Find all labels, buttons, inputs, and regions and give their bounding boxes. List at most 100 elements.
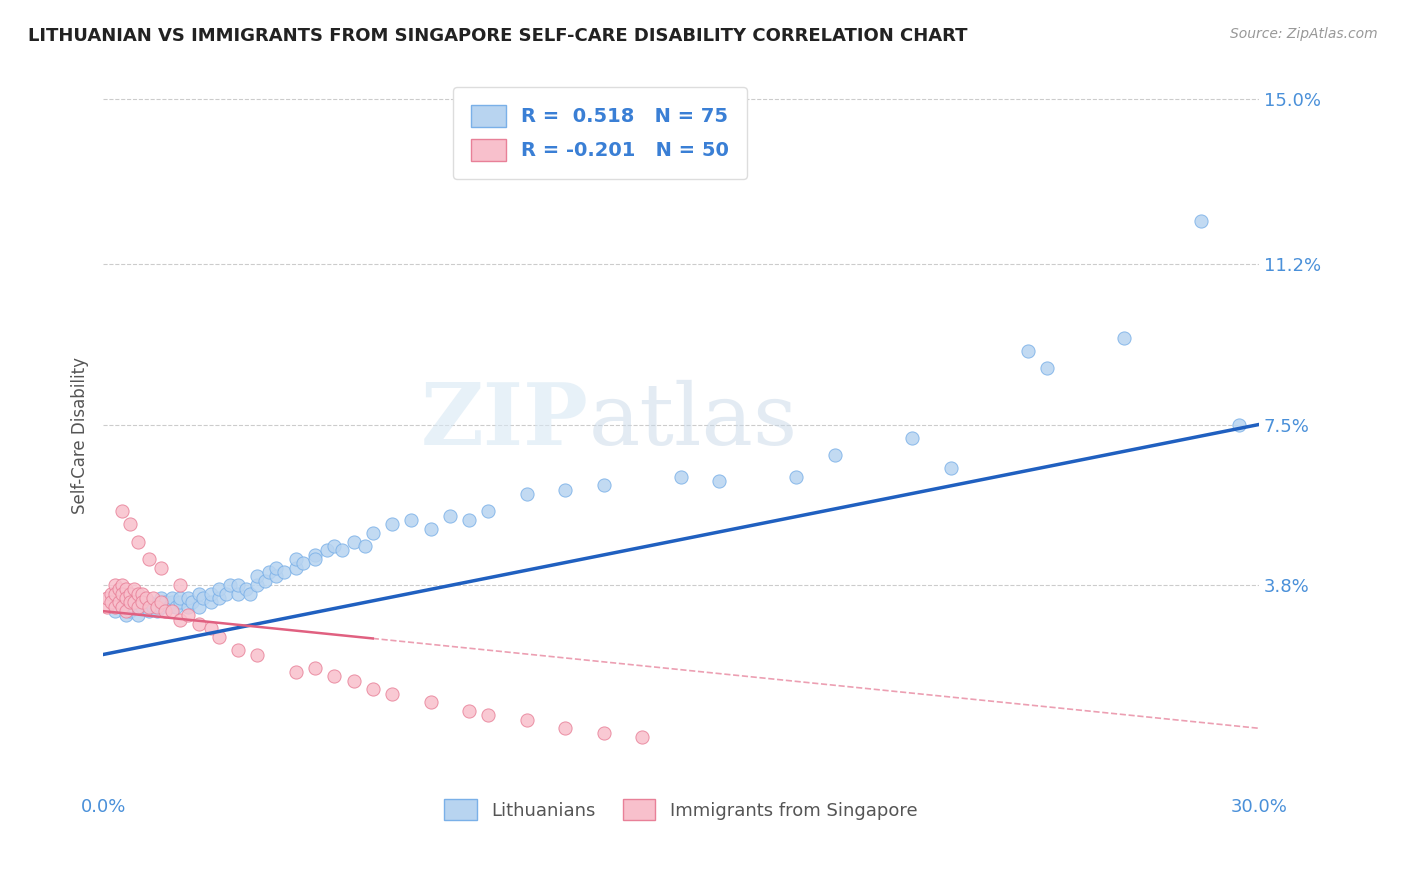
Text: Source: ZipAtlas.com: Source: ZipAtlas.com: [1230, 27, 1378, 41]
Point: [131, 595, 153, 609]
Point: [554, 483, 576, 497]
Point: [439, 508, 461, 523]
Point: [1036, 361, 1059, 376]
Point: [162, 591, 184, 606]
Point: [142, 591, 165, 606]
Point: [107, 582, 129, 597]
Point: [219, 578, 242, 592]
Point: [146, 599, 169, 614]
Point: [401, 513, 423, 527]
Point: [120, 604, 142, 618]
Point: [516, 713, 538, 727]
Point: [107, 595, 129, 609]
Point: [330, 543, 353, 558]
Point: [149, 560, 172, 574]
Point: [593, 725, 616, 739]
Point: [253, 574, 276, 588]
Point: [177, 608, 200, 623]
Point: [304, 660, 326, 674]
Point: [165, 599, 187, 614]
Point: [554, 721, 576, 735]
Point: [120, 595, 142, 609]
Point: [200, 595, 222, 609]
Point: [122, 582, 145, 597]
Point: [200, 587, 222, 601]
Point: [238, 587, 260, 601]
Point: [381, 517, 404, 532]
Point: [122, 595, 145, 609]
Point: [901, 431, 924, 445]
Point: [146, 604, 169, 618]
Point: [208, 582, 231, 597]
Point: [193, 591, 215, 606]
Point: [96, 591, 118, 606]
Point: [304, 548, 326, 562]
Point: [226, 587, 249, 601]
Point: [134, 591, 156, 606]
Point: [284, 560, 307, 574]
Point: [304, 552, 326, 566]
Point: [157, 599, 180, 614]
Point: [120, 517, 142, 532]
Point: [1017, 343, 1039, 358]
Point: [104, 604, 127, 618]
Point: [516, 487, 538, 501]
Point: [120, 587, 142, 601]
Point: [323, 669, 346, 683]
Point: [215, 587, 238, 601]
Point: [188, 599, 211, 614]
Point: [169, 591, 191, 606]
Point: [115, 608, 138, 623]
Point: [342, 673, 364, 688]
Point: [104, 587, 127, 601]
Point: [153, 604, 176, 618]
Point: [208, 630, 231, 644]
Point: [111, 578, 134, 592]
Point: [122, 599, 145, 614]
Point: [200, 622, 222, 636]
Point: [177, 591, 200, 606]
Point: [342, 534, 364, 549]
Point: [127, 599, 149, 614]
Point: [131, 591, 153, 606]
Point: [246, 578, 269, 592]
Point: [419, 695, 441, 709]
Point: [1229, 417, 1251, 432]
Point: [111, 504, 134, 518]
Point: [104, 599, 127, 614]
Text: LITHUANIAN VS IMMIGRANTS FROM SINGAPORE SELF-CARE DISABILITY CORRELATION CHART: LITHUANIAN VS IMMIGRANTS FROM SINGAPORE …: [28, 27, 967, 45]
Point: [115, 591, 138, 606]
Point: [235, 582, 257, 597]
Point: [104, 578, 127, 592]
Point: [127, 608, 149, 623]
Point: [169, 595, 191, 609]
Point: [96, 599, 118, 614]
Point: [381, 687, 404, 701]
Point: [149, 599, 172, 614]
Point: [115, 604, 138, 618]
Point: [284, 665, 307, 679]
Point: [100, 587, 122, 601]
Point: [180, 595, 202, 609]
Point: [226, 643, 249, 657]
Point: [115, 582, 138, 597]
Point: [111, 599, 134, 614]
Point: [292, 557, 315, 571]
Point: [149, 595, 172, 609]
Point: [208, 591, 231, 606]
Point: [177, 599, 200, 614]
Point: [111, 599, 134, 614]
Point: [361, 526, 384, 541]
Point: [257, 565, 280, 579]
Point: [458, 513, 481, 527]
Text: ZIP: ZIP: [420, 379, 589, 463]
Point: [226, 578, 249, 592]
Y-axis label: Self-Care Disability: Self-Care Disability: [72, 357, 89, 514]
Point: [169, 578, 191, 592]
Point: [100, 595, 122, 609]
Point: [284, 552, 307, 566]
Point: [153, 595, 176, 609]
Point: [188, 617, 211, 632]
Point: [785, 469, 807, 483]
Text: atlas: atlas: [589, 379, 797, 463]
